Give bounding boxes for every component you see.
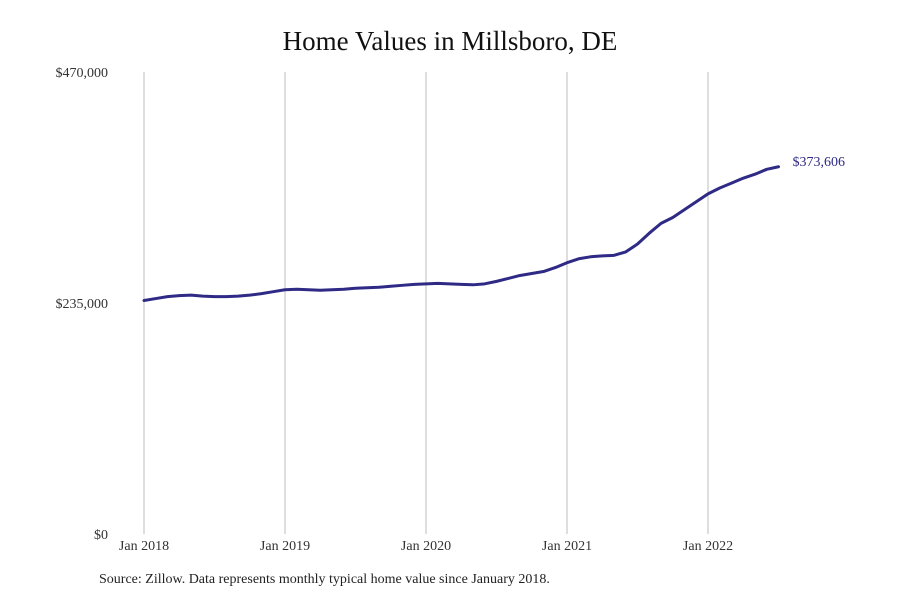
source-note: Source: Zillow. Data represents monthly … <box>99 572 550 587</box>
x-tick-label: Jan 2020 <box>401 539 451 554</box>
x-tick-label: Jan 2019 <box>260 539 310 554</box>
chart-title: Home Values in Millsboro, DE <box>282 26 618 56</box>
y-axis: $0 $235,000 $470,000 <box>56 66 109 543</box>
grid-lines <box>143 72 709 534</box>
y-tick-label: $470,000 <box>56 66 109 81</box>
series-line <box>142 165 780 303</box>
y-tick-label: $235,000 <box>56 297 109 312</box>
y-tick-label: $0 <box>94 528 108 543</box>
x-tick-label: Jan 2018 <box>119 539 169 554</box>
x-tick-label: Jan 2021 <box>542 539 592 554</box>
end-value-label: $373,606 <box>793 155 846 170</box>
x-tick-label: Jan 2022 <box>683 539 733 554</box>
x-axis: Jan 2018 Jan 2019 Jan 2020 Jan 2021 Jan 2022 <box>119 539 733 554</box>
